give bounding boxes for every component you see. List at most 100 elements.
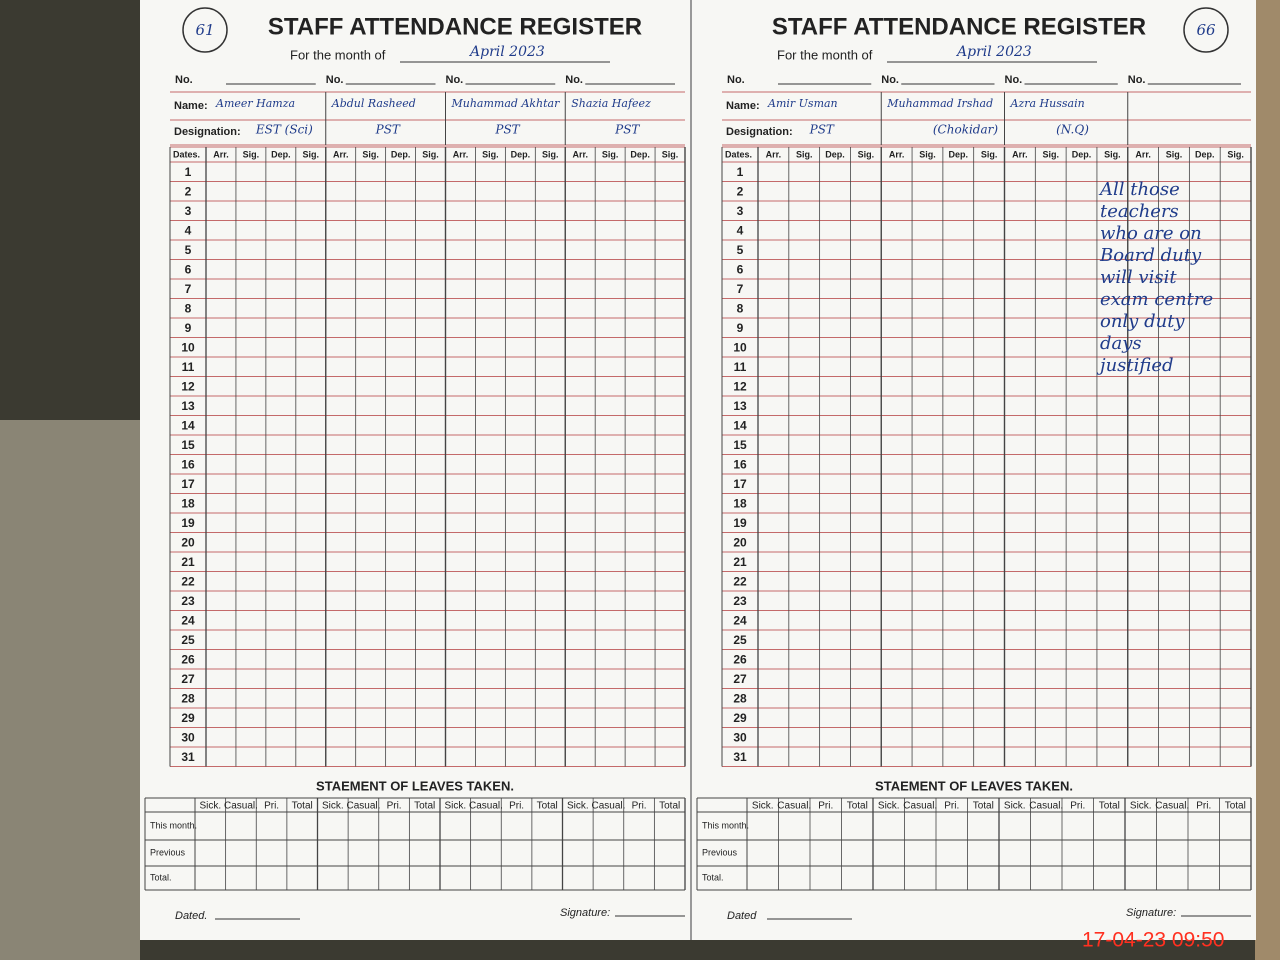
date: 10 [733,340,747,354]
leave-row: Total. [702,872,724,882]
column-header: Sig. [243,149,260,159]
page [140,0,690,940]
date: 5 [737,243,744,257]
date: 31 [181,750,195,764]
date: 2 [737,184,744,198]
leave-column: Casual. [777,801,811,812]
column-header: Sig. [1227,149,1244,159]
column-header: Dep. [1072,149,1092,159]
date: 21 [181,555,195,569]
name-label: Name: [726,100,760,112]
column-header: Dep. [511,149,531,159]
month-label: For the month of [290,47,386,62]
leave-row: Previous [150,847,186,857]
page-number: 61 [195,21,214,39]
teacher-name: Ameer Hamza [215,97,295,110]
designation: PST [614,123,640,137]
date: 3 [737,204,744,218]
leave-column: Casual. [1029,801,1063,812]
signature-label: Signature: [1126,907,1176,919]
month-label: For the month of [777,47,873,62]
column-header: Sig. [981,149,998,159]
column-header: Dep. [825,149,845,159]
handwritten-note: exam centre [1100,289,1213,310]
leave-column: Casual. [1155,801,1189,812]
column-header: Arr. [766,149,782,159]
column-header: Arr. [333,149,349,159]
leave-row: Total. [150,872,172,882]
teacher-name: Amir Usman [767,97,838,110]
dates-header: Dates. [725,149,752,159]
designation: EST (Sci) [255,123,313,137]
date: 17 [181,477,195,491]
name-label: Name: [174,100,208,112]
date: 1 [185,165,192,179]
title: STAFF ATTENDANCE REGISTER [772,13,1146,40]
date: 10 [181,340,195,354]
column-header: Dep. [630,149,650,159]
column-header: Arr. [213,149,229,159]
no-label: No. [175,74,193,86]
timestamp: 17-04-23 09:50 [1082,929,1224,952]
designation-label: Designation: [726,126,793,138]
page-number-circle [1183,7,1229,53]
month: April 2023 [955,44,1032,60]
no-label: No. [1005,74,1023,86]
date: 22 [181,574,195,588]
date: 28 [181,691,195,705]
column-header: Sig. [602,149,619,159]
dates-header: Dates. [173,149,200,159]
leave-column: Casual. [591,801,625,812]
date: 12 [733,379,747,393]
column-header: Arr. [572,149,588,159]
leaves-title: STAEMENT OF LEAVES TAKEN. [316,778,514,793]
date: 24 [733,613,747,627]
handwritten-note: only duty [1100,311,1185,332]
leave-column: Pri. [1070,801,1085,812]
date: 28 [733,691,747,705]
leave-column: Casual. [469,801,503,812]
date: 16 [733,457,747,471]
leave-column: Pri. [387,801,402,812]
date: 15 [181,438,195,452]
column-header: Dep. [1195,149,1215,159]
date: 22 [733,574,747,588]
date: 14 [733,418,747,432]
month: April 2023 [468,44,545,60]
date: 29 [181,711,195,725]
teacher-name: Muhammad Irshad [886,97,993,110]
leave-column: Total [973,801,994,812]
leave-column: Total [414,801,435,812]
date: 13 [733,399,747,413]
leave-column: Sick. [199,801,221,812]
column-header: Sig. [362,149,379,159]
leave-column: Pri. [1196,801,1211,812]
teacher-name: Abdul Rasheed [331,97,416,110]
date: 19 [181,516,195,530]
column-header: Arr. [453,149,469,159]
date: 4 [185,223,192,237]
column-header: Sig. [858,149,875,159]
date: 29 [733,711,747,725]
title: STAFF ATTENDANCE REGISTER [268,13,642,40]
column-header: Sig. [422,149,439,159]
date: 11 [734,360,747,374]
leave-column: Total [537,801,558,812]
column-header: Sig. [796,149,813,159]
date: 15 [733,438,747,452]
page-number-circle [182,7,228,53]
column-header: Sig. [482,149,499,159]
dated-label: Dated. [175,910,207,922]
column-header: Dep. [949,149,969,159]
dated-label: Dated [727,910,757,922]
date: 31 [733,750,747,764]
handwritten-note: will visit [1100,267,1177,288]
handwritten-note: Board duty [1099,245,1202,266]
date: 30 [733,730,747,744]
leave-column: Casual. [224,801,258,812]
date: 1 [737,165,744,179]
cloth [0,420,140,960]
column-header: Arr. [889,149,905,159]
signature-label: Signature: [560,907,610,919]
